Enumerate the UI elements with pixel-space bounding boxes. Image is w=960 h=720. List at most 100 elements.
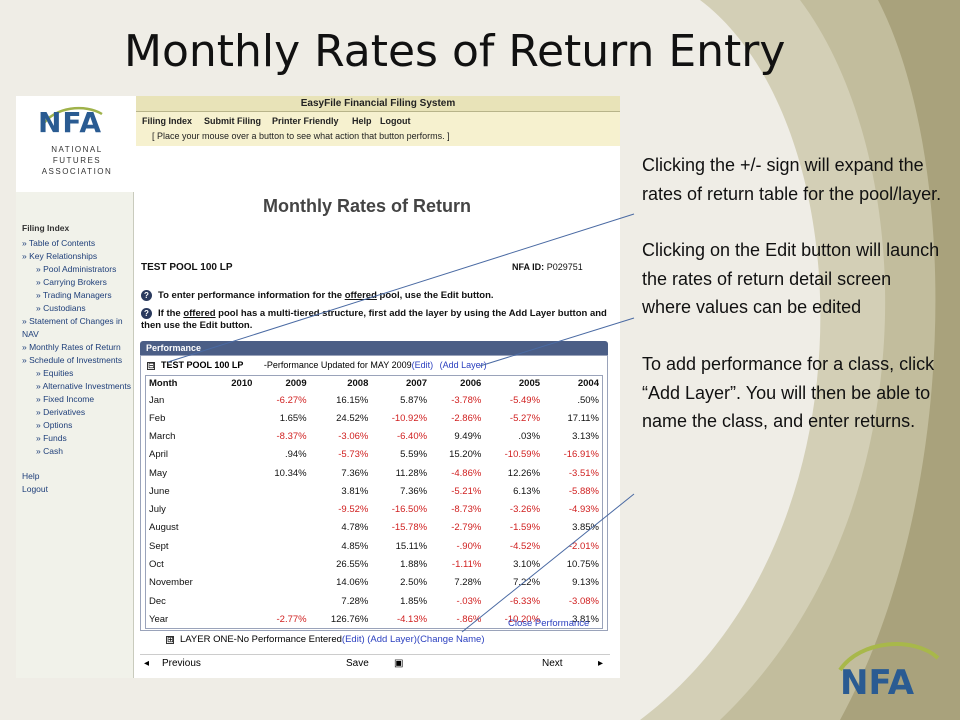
rate-cell: -3.06% [338, 431, 369, 443]
month-cell: August [149, 522, 179, 534]
month-cell: Oct [149, 559, 164, 571]
menu-submit-filing[interactable]: Submit Filing [204, 116, 261, 126]
sidebar-item-alternative-investments[interactable]: » Alternative Investments [36, 381, 131, 391]
save-disk-icon[interactable]: ▣ [394, 658, 404, 669]
sidebar-item-carrying-brokers[interactable]: » Carrying Brokers [36, 277, 107, 287]
month-cell: May [149, 467, 167, 479]
sidebar-item-pool-administrators[interactable]: » Pool Administrators [36, 264, 117, 274]
rate-cell: 6.13% [513, 485, 541, 497]
prev-arrow-icon[interactable]: ◂ [144, 658, 150, 669]
rate-cell: -10.20% [504, 613, 541, 625]
note-expand: Clicking the +/- sign will expand the ra… [642, 155, 942, 204]
rate-cell: -8.73% [451, 504, 482, 516]
layer-edit-link[interactable]: (Edit) [341, 634, 365, 645]
month-cell: November [149, 577, 193, 589]
rate-cell: 10.34% [274, 467, 307, 479]
sidebar-item-options[interactable]: » Options [36, 420, 73, 430]
change-name-link[interactable]: (Change Name) [416, 634, 485, 645]
next-arrow-icon[interactable]: ▸ [598, 658, 604, 669]
month-cell: June [149, 485, 170, 497]
menu-help[interactable]: Help [352, 116, 372, 126]
rate-cell: 7.36% [400, 485, 428, 497]
sidebar-item-fixed-income[interactable]: » Fixed Income [36, 394, 95, 404]
sidebar-item-help[interactable]: Help [22, 471, 40, 481]
edit-link[interactable]: (Edit) [411, 360, 434, 370]
sidebar-item-key-relationships[interactable]: » Key Relationships [22, 251, 98, 261]
collapse-toggle-icon[interactable]: ⊟ [147, 361, 155, 370]
menu-hint: [ Place your mouse over a button to see … [152, 131, 450, 141]
performance-header: Performance [140, 341, 608, 355]
expand-toggle-icon[interactable]: ⊞ [166, 635, 174, 644]
sidebar-item-table-of-contents[interactable]: » Table of Contents [22, 238, 96, 248]
sidebar-item-cash[interactable]: » Cash [36, 446, 63, 456]
rate-cell: 16.15% [336, 394, 369, 406]
rate-cell: -6.40% [396, 431, 428, 443]
rate-cell: 10.75% [566, 559, 599, 571]
table-header-cell: 2004 [577, 378, 599, 389]
table-row: March -8.37% -3.06% -6.40% 9.49% .03% 3.13% [146, 428, 603, 446]
rate-cell: -.03% [456, 595, 482, 607]
menu-printer-friendly[interactable]: Printer Friendly [272, 116, 339, 126]
table-header-cell: 2009 [285, 378, 307, 389]
save-button[interactable]: Save [346, 658, 369, 669]
pool-row-name: TEST POOL 100 LP [161, 360, 244, 370]
rate-cell: -6.27% [276, 394, 307, 406]
table-header-cell: 2006 [460, 378, 482, 389]
table-header-cell: 2007 [405, 378, 428, 389]
rate-cell: 1.65% [279, 412, 307, 424]
previous-button[interactable]: Previous [162, 658, 201, 669]
table-header-cell: 2010 [231, 378, 253, 389]
menu-filing-index[interactable]: Filing Index [142, 116, 193, 126]
rate-cell: 15.11% [395, 540, 428, 552]
sidebar-item-schedule-of-investments[interactable]: » Schedule of Investments [22, 355, 123, 365]
rate-cell: 26.55% [336, 559, 369, 571]
rate-cell: 11.28% [395, 467, 428, 479]
add-layer-link[interactable]: (Add Layer) [439, 360, 487, 370]
rate-cell: 1.88% [400, 559, 428, 571]
sidebar-item-custodians[interactable]: » Custodians [36, 303, 86, 313]
month-cell: Feb [149, 412, 166, 424]
help-icon: ? [141, 308, 152, 319]
table-row: Jan -6.27% 16.15% 5.87% -3.78% -5.49% .50% [146, 391, 603, 409]
rate-cell: 2.50% [400, 577, 428, 589]
rate-cell: 3.13% [572, 431, 599, 443]
rate-cell: .94% [284, 449, 307, 461]
close-performance-link[interactable]: Close Performance [508, 618, 590, 629]
rate-cell: -.86% [456, 613, 482, 625]
layer-add-layer-link[interactable]: (Add Layer) [367, 634, 417, 645]
sidebar-item-statement-of-changes[interactable]: » Statement of Changes in NAV [22, 316, 123, 339]
table-row: Dec 7.28% 1.85% -.03% -6.33% -3.08% [146, 592, 603, 610]
menu-logout[interactable]: Logout [380, 116, 411, 126]
rate-cell: 9.49% [454, 431, 482, 443]
note-add-layer: To add performance for a class, click “A… [642, 353, 935, 432]
next-button[interactable]: Next [542, 658, 563, 669]
table-row: November 14.06% 2.50% 7.28% 7.22% 9.13% [146, 574, 603, 592]
rate-cell: -5.49% [509, 394, 541, 406]
sidebar-item-derivatives[interactable]: » Derivatives [36, 407, 86, 417]
rate-cell: -4.52% [509, 540, 541, 552]
rate-cell: -16.91% [563, 449, 599, 461]
sidebar-item-logout[interactable]: Logout [22, 484, 48, 494]
sidebar-nav: Filing Index » Table of Contents » Key R… [22, 222, 134, 496]
note-edit: Clicking on the Edit button will launch … [642, 240, 940, 318]
rate-cell: 3.81% [341, 485, 369, 497]
table-header-cell: Month [149, 378, 178, 389]
rate-cell: 7.36% [341, 467, 369, 479]
rate-cell: 7.22% [513, 577, 541, 589]
rate-cell: -2.01% [568, 540, 599, 552]
rate-cell: -5.73% [338, 449, 369, 461]
rate-cell: 126.76% [330, 613, 369, 625]
sidebar-heading[interactable]: Filing Index [22, 223, 70, 233]
rate-cell: -15.78% [391, 522, 428, 534]
sidebar-item-trading-managers[interactable]: » Trading Managers [36, 290, 112, 300]
sidebar-item-monthly-rates[interactable]: » Monthly Rates of Return [22, 342, 121, 352]
sidebar-item-funds[interactable]: » Funds [36, 433, 67, 443]
rate-cell: 3.85% [572, 522, 599, 534]
rate-cell: 5.59% [400, 449, 428, 461]
nfa-logo: NFA NATIONAL FUTURES ASSOCIATION [16, 96, 134, 192]
table-header-cell: 2005 [518, 378, 541, 389]
sidebar-item-equities[interactable]: » Equities [36, 368, 74, 378]
month-cell: Year [149, 613, 169, 625]
rate-cell: -.90% [456, 540, 482, 552]
rate-cell: -6.33% [509, 595, 541, 607]
